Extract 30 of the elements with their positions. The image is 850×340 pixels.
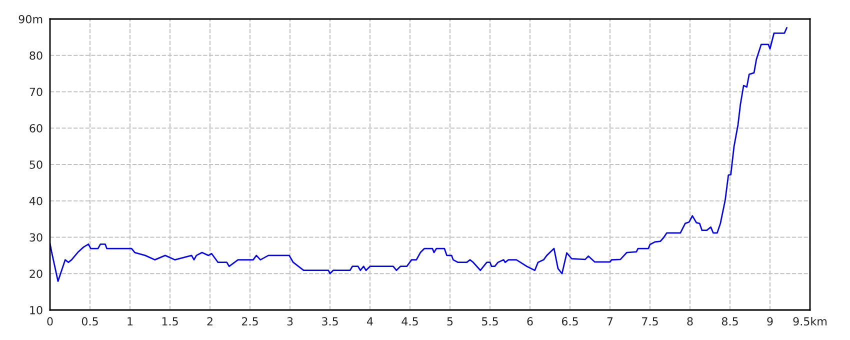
x-tick-label: 7.5: [642, 317, 658, 326]
x-tick-label: 9: [767, 317, 773, 326]
x-tick-label: 5.5: [482, 317, 498, 326]
y-tick-label: 10: [30, 306, 42, 314]
x-tick-label: 1.5: [162, 317, 178, 326]
x-tick-label: 9.5km: [793, 316, 827, 326]
x-tick-label: 5: [447, 317, 453, 326]
y-tick-label: 80: [30, 51, 42, 60]
x-tick-label: 1: [128, 317, 133, 326]
x-tick-label: 8.5: [722, 317, 738, 326]
y-tick-label: 20: [30, 270, 42, 278]
x-tick-label: 4: [367, 317, 373, 326]
x-tick-label: 7: [607, 317, 613, 326]
x-tick-label: 2.5: [242, 317, 258, 326]
x-tick-label: 6: [527, 317, 533, 326]
x-tick-label: 4.5: [402, 317, 418, 326]
line-series: [50, 27, 788, 282]
y-tick-label: 70: [30, 88, 42, 96]
x-tick-label: 6.5: [562, 317, 578, 326]
y-tick-label: 60: [30, 124, 42, 133]
y-tick-label: 40: [29, 196, 42, 206]
x-tick-label: 3: [287, 317, 293, 326]
x-tick-label: 2: [207, 317, 212, 326]
x-tick-label: 0: [47, 317, 53, 326]
y-tick-label: 90m: [18, 14, 42, 24]
x-tick-label: 0.5: [82, 317, 98, 326]
y-tick-label: 30: [30, 233, 42, 242]
x-tick-label: 8: [687, 317, 693, 326]
y-tick-label: 50: [30, 160, 42, 169]
x-tick-label: 3.5: [322, 317, 338, 326]
